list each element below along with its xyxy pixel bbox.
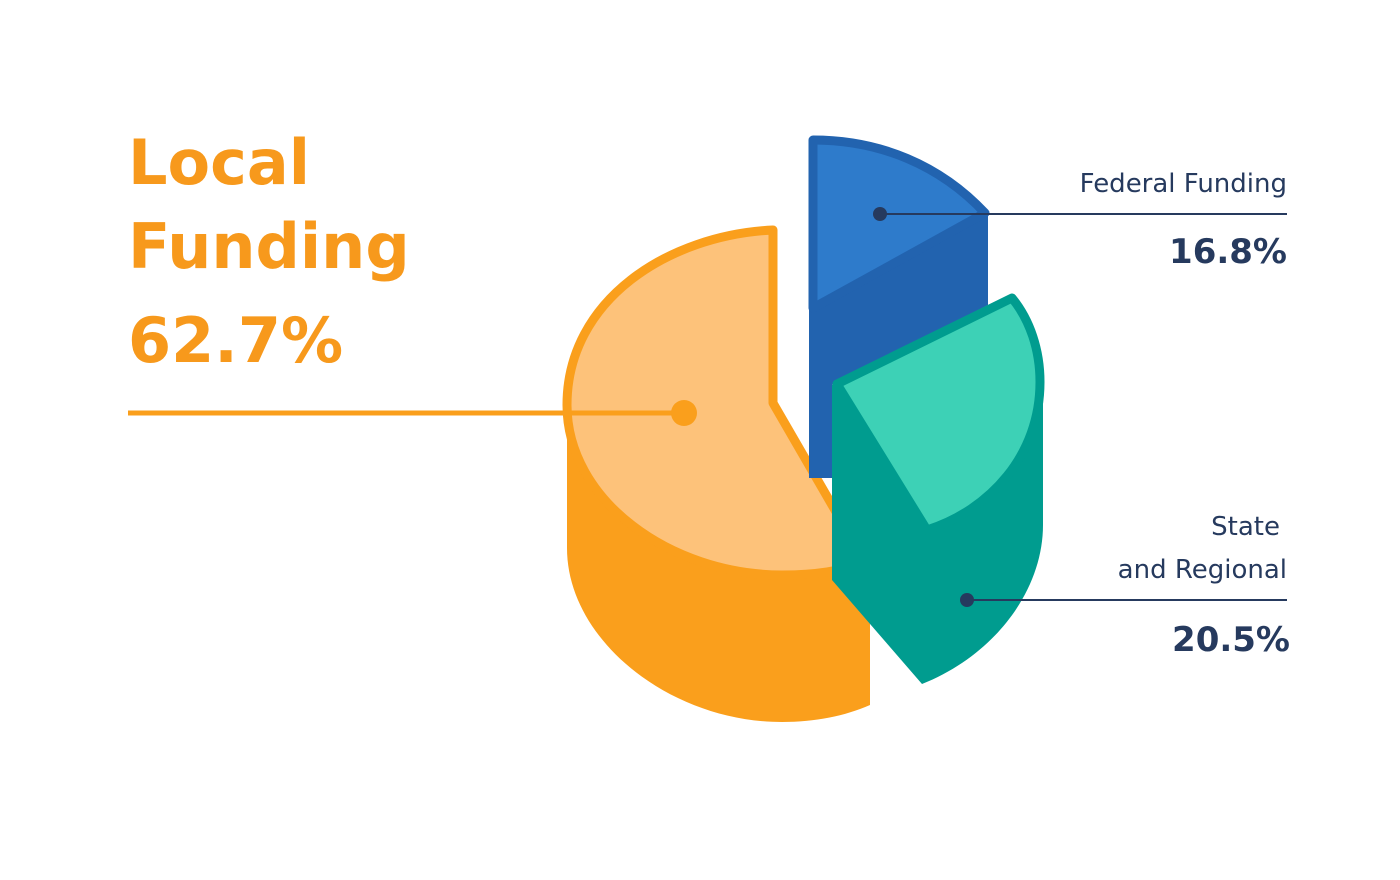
slice-federal-side xyxy=(809,138,988,478)
slice-state-top xyxy=(832,293,1045,535)
leader-dot-local xyxy=(671,400,697,426)
slice-state-side xyxy=(832,380,1043,684)
label-local-line1: Local xyxy=(128,126,310,199)
label-state-line2: and Regional xyxy=(1118,555,1287,585)
label-federal: Federal Funding xyxy=(1080,169,1287,199)
value-federal: 16.8% xyxy=(1169,232,1287,272)
slice-local-side xyxy=(567,405,870,722)
leader-dot-state xyxy=(960,593,974,607)
slice-federal xyxy=(808,135,990,478)
value-state: 20.5% xyxy=(1172,620,1290,660)
value-local: 62.7% xyxy=(128,304,343,377)
slice-state xyxy=(832,293,1045,684)
label-local-line2: Funding xyxy=(128,210,410,283)
slice-local-top xyxy=(562,225,870,580)
leader-dot-federal xyxy=(873,207,887,221)
label-state-line1: State xyxy=(1211,512,1280,542)
slice-local xyxy=(562,225,870,722)
slice-federal-top xyxy=(808,135,990,313)
